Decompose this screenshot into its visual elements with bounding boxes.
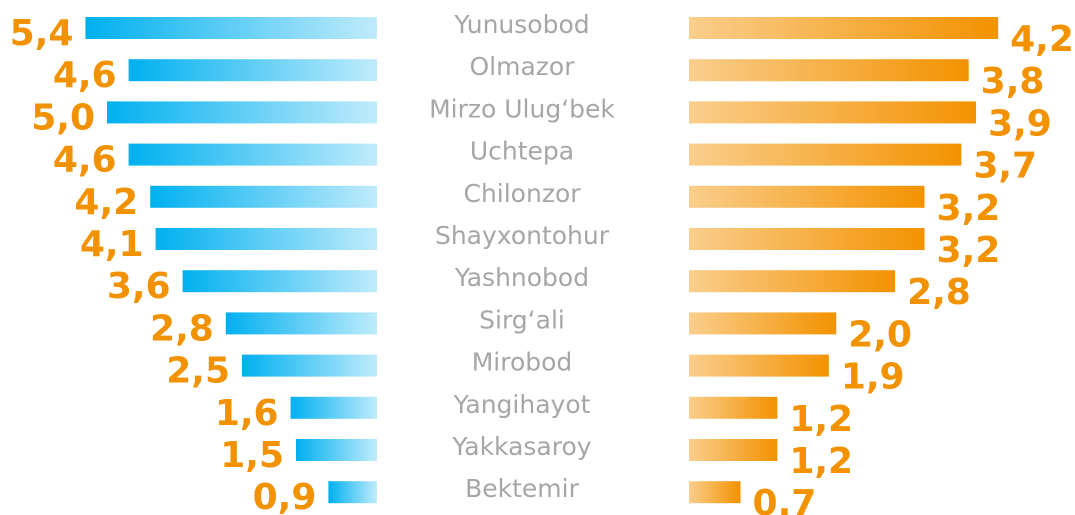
value-label: 1,5 — [220, 435, 284, 476]
category-label: Bektemir — [465, 474, 579, 503]
value-label: 5,4 — [10, 13, 74, 54]
category-label: Chilonzor — [463, 179, 581, 208]
category-label: Shayxontohur — [435, 221, 610, 250]
category-label: Mirobod — [472, 348, 573, 377]
value-label: 0.7 — [753, 483, 817, 515]
bar — [689, 312, 837, 335]
bar — [128, 143, 377, 166]
bar — [689, 396, 778, 419]
value-label: 4,6 — [53, 55, 117, 96]
bar — [85, 17, 378, 39]
value-label: 4,2 — [74, 182, 138, 223]
value-label: 3,2 — [937, 230, 1001, 271]
bar — [225, 312, 377, 335]
bar — [689, 59, 969, 82]
category-label: Uchtepa — [470, 137, 574, 166]
category-label: Sirg‘ali — [479, 305, 565, 334]
bar — [242, 354, 377, 377]
bar — [155, 228, 377, 250]
value-label: 3,7 — [973, 146, 1037, 187]
bar — [128, 59, 377, 82]
category-label: Olmazor — [470, 52, 576, 81]
bar — [107, 101, 377, 124]
bar — [689, 439, 778, 461]
value-label: 3,9 — [988, 103, 1052, 144]
value-label: 0,9 — [253, 477, 317, 515]
value-label: 2,5 — [166, 351, 230, 392]
value-label: 1,9 — [841, 357, 905, 398]
bar — [689, 143, 962, 166]
bar — [150, 185, 377, 208]
bar — [182, 270, 377, 293]
value-label: 3,8 — [981, 61, 1045, 102]
category-label: Mirzo Ulug‘bek — [429, 94, 615, 123]
bar — [689, 17, 999, 39]
bar — [689, 101, 977, 124]
bar — [689, 270, 896, 293]
value-label: 5,0 — [31, 97, 95, 138]
value-label: 1,6 — [215, 393, 279, 434]
value-label: 3,6 — [107, 266, 171, 307]
bar — [689, 481, 741, 504]
value-label: 2,8 — [150, 308, 214, 349]
category-label: Yashnobod — [454, 263, 589, 292]
value-label: 4,2 — [1010, 19, 1074, 60]
bar — [689, 354, 829, 377]
category-label: Yakkasaroy — [451, 432, 591, 461]
value-label: 4,1 — [80, 224, 144, 265]
bar — [689, 228, 925, 250]
bar — [290, 396, 377, 419]
value-label: 2,0 — [848, 314, 912, 355]
category-label: Yangihayot — [453, 390, 591, 419]
value-label: 1,2 — [789, 441, 853, 482]
value-label: 2,8 — [907, 272, 971, 313]
bar — [328, 481, 377, 504]
bar — [689, 185, 925, 208]
value-label: 4,6 — [53, 140, 117, 181]
bar — [296, 439, 377, 461]
value-label: 3,2 — [937, 188, 1001, 229]
category-label: Yunusobod — [453, 10, 589, 39]
value-label: 1,2 — [789, 399, 853, 440]
